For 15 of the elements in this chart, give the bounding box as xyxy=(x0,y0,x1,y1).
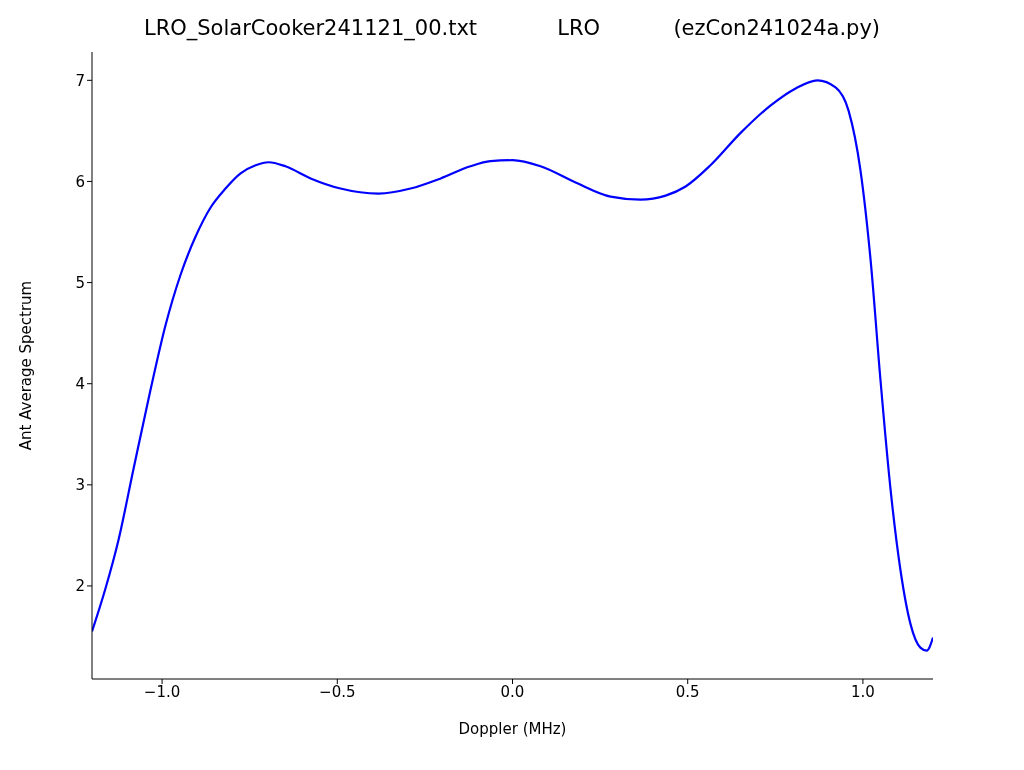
x-tick-label: −1.0 xyxy=(143,682,181,701)
y-tick-label: 2 xyxy=(75,577,85,596)
x-tick-label: 0.5 xyxy=(675,682,700,701)
y-tick-label: 3 xyxy=(75,476,85,495)
line-series xyxy=(92,79,933,652)
y-tick-label: 7 xyxy=(75,71,85,90)
chart-title: LRO_SolarCooker241121_00.txt LRO (ezCon241024a.py) xyxy=(142,16,882,40)
y-tick-label: 5 xyxy=(75,273,85,292)
x-tick-label: 0.0 xyxy=(500,682,525,701)
x-axis-title: Doppler (MHz) xyxy=(458,720,567,738)
y-tick-label: 4 xyxy=(75,375,85,394)
x-tick-label: −0.5 xyxy=(319,682,356,701)
y-tick-label: 6 xyxy=(75,172,85,191)
x-tick-label: 1.0 xyxy=(850,682,875,701)
y-axis-title: Ant Average Spectrum xyxy=(17,280,36,451)
